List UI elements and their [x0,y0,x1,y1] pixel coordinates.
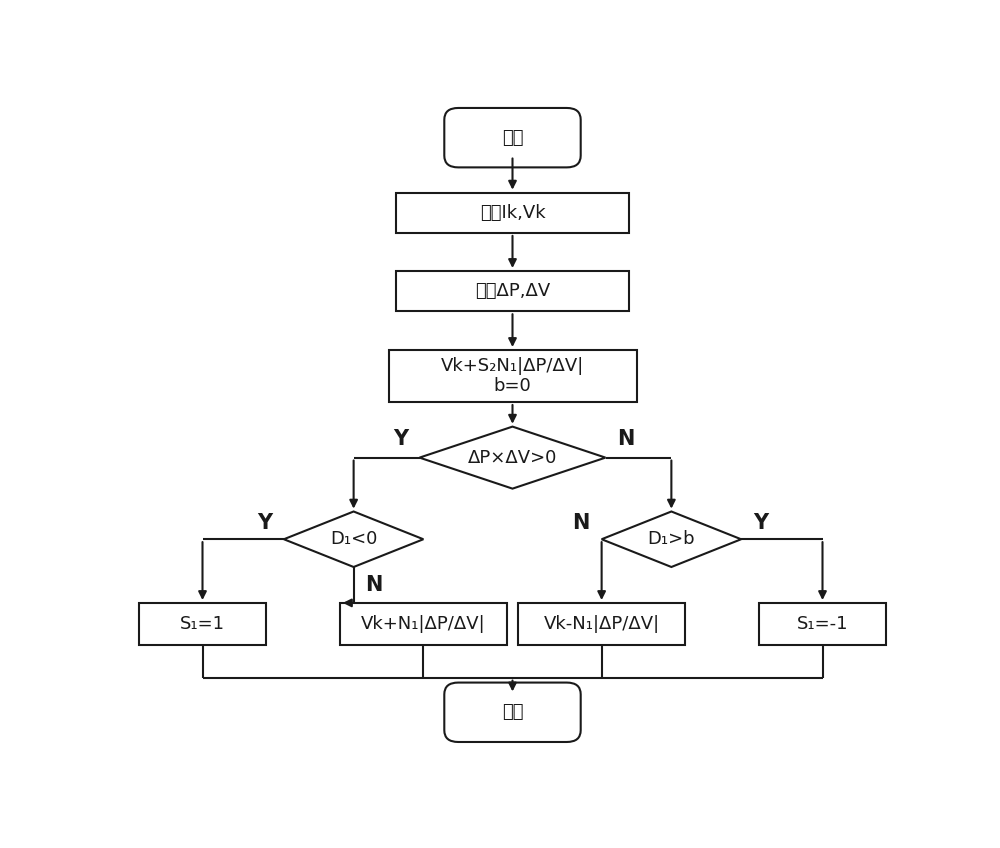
Text: Y: Y [393,429,408,449]
Text: S₁=1: S₁=1 [180,615,225,633]
Text: 结束: 结束 [502,703,523,722]
Text: N: N [573,513,590,533]
Polygon shape [602,511,741,567]
Text: N: N [617,429,635,449]
Bar [518,603,685,645]
Text: Vk+S₂N₁|ΔP/ΔV|
b=0: Vk+S₂N₁|ΔP/ΔV| b=0 [441,357,584,395]
Bar [340,603,507,645]
Text: S₁=-1: S₁=-1 [797,615,848,633]
Text: 采样Ik,Vk: 采样Ik,Vk [480,204,545,222]
Text: Vk+N₁|ΔP/ΔV|: Vk+N₁|ΔP/ΔV| [361,615,486,633]
Bar [396,271,629,311]
Bar [759,603,886,645]
Text: D₁>b: D₁>b [648,530,695,549]
Text: Y: Y [753,513,768,533]
FancyBboxPatch shape [444,683,581,742]
Text: 开始: 开始 [502,129,523,147]
Bar [139,603,266,645]
Text: Vk-N₁|ΔP/ΔV|: Vk-N₁|ΔP/ΔV| [544,615,660,633]
Text: 计算ΔP,ΔV: 计算ΔP,ΔV [475,282,550,300]
Text: N: N [365,575,383,594]
Text: Y: Y [257,513,272,533]
Bar [388,350,637,402]
Polygon shape [420,427,606,488]
Bar [396,192,629,233]
Text: ΔP×ΔV>0: ΔP×ΔV>0 [468,449,557,466]
FancyBboxPatch shape [444,108,581,167]
Polygon shape [284,511,423,567]
Text: D₁<0: D₁<0 [330,530,377,549]
